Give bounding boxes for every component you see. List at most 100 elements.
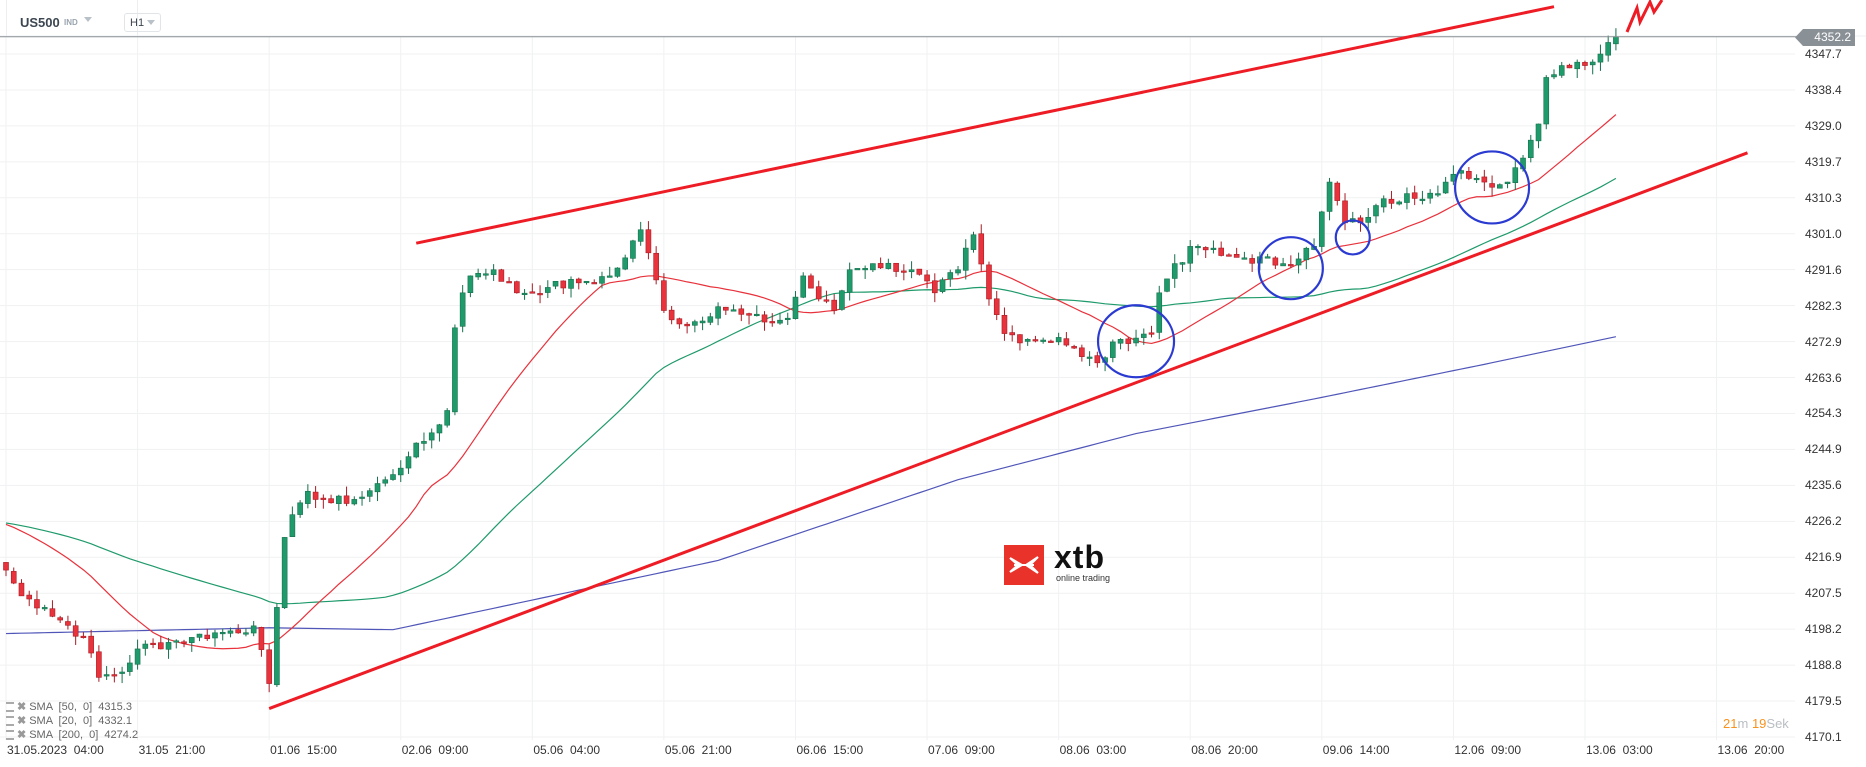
candle-down [1094,355,1101,364]
candle-down [1272,257,1279,266]
candle-up [405,456,412,469]
remove-icon[interactable]: ✖ [17,729,27,741]
symbol-dropdown-chevron-icon[interactable] [84,17,92,22]
candle-down [746,313,752,316]
candle-down [1202,247,1209,251]
candle-up [413,442,420,458]
candle-up [707,316,714,323]
candle-down [676,318,683,325]
candle-down [529,291,536,294]
candle-up [1187,246,1194,264]
candle-up [1303,247,1310,261]
candle-down [328,498,334,504]
chevron-down-icon [147,20,155,25]
candle-up [196,633,203,638]
timer-minutes-unit: m [1737,716,1749,731]
y-tick-label: 4188.8 [1805,658,1842,673]
candle-up [637,229,644,242]
candle-down [18,582,25,597]
candle-up [885,262,892,269]
candle-up [1171,263,1178,279]
timer-seconds-unit: Sek [1766,716,1789,731]
candle-up [359,496,365,499]
candle-up [127,662,133,672]
y-tick-label: 4272.9 [1805,334,1842,349]
x-tick-label: 13.06 03:00 [1585,743,1653,757]
candle-up [483,273,489,276]
timer-minutes: 21 [1723,716,1738,731]
candle-up [227,630,234,634]
candle-down [1233,254,1240,258]
indicator-legend-sma20[interactable]: ✖ SMA [20, 0] 4332.1 [6,714,132,727]
candle-down [158,642,164,650]
candle-up [1024,339,1031,342]
candle-down [1342,200,1348,224]
x-tick-label: 08.06 03:00 [1059,743,1127,757]
candle-up [1241,257,1248,260]
candle-down [1489,183,1495,188]
timeframe-select[interactable]: H1 [124,13,161,32]
y-tick-label: 4235.6 [1805,478,1842,493]
candle-down [1001,314,1008,334]
candle-up [119,671,125,674]
candle-up [1419,198,1426,201]
candle-up [622,257,629,270]
candle-down [661,280,667,311]
timeframe-value: H1 [130,17,145,29]
candle-up [41,607,48,610]
candle-up [839,290,845,310]
candle-down [978,233,985,265]
x-tick-label: 09.06 14:00 [1322,743,1390,757]
candle-down [901,270,907,273]
candle-countdown: 21m 19Sek [1723,716,1789,731]
candle-up [1164,278,1170,292]
x-tick-label: 02.06 09:00 [401,743,469,757]
candle-up [521,292,528,295]
y-tick-label: 4179.5 [1805,694,1842,709]
y-tick-label: 4310.3 [1805,190,1842,205]
candle-down [10,571,17,584]
candle-up [1427,192,1433,199]
candle-up [188,637,195,643]
settings-icon[interactable] [6,716,14,727]
candle-down [924,274,930,282]
candle-up [212,632,218,639]
candle-up [1512,167,1519,184]
candle-up [1086,356,1093,359]
settings-icon[interactable] [6,702,14,713]
candle-up [955,269,961,274]
candle-down [80,635,87,638]
candle-down [684,323,690,327]
indicator-label: SMA [50, 0] 4315.3 [29,701,132,713]
candle-down [96,651,102,678]
candle-down [72,625,79,637]
candle-up [142,643,149,649]
candle-up [614,267,621,277]
lower-trendline [268,151,1749,710]
instrument-type: IND [64,18,78,27]
remove-icon[interactable]: ✖ [17,715,27,727]
candle-down [514,281,520,294]
candle-up [1319,211,1325,247]
x-tick-label: 31.05 21:00 [138,743,206,757]
candle-up [351,499,358,505]
candle-up [908,269,915,273]
candle-up [730,309,737,312]
y-tick-label: 4282.3 [1805,298,1842,313]
indicator-label: SMA [20, 0] 4332.1 [29,715,132,727]
settings-icon[interactable] [6,730,14,741]
candle-down [57,617,63,621]
candle-up [1210,247,1217,250]
candle-down [111,674,118,677]
candle-up [219,632,226,635]
symbol-label[interactable]: US500 [20,15,60,30]
remove-icon[interactable]: ✖ [17,701,27,713]
y-tick-label: 4244.9 [1805,442,1842,457]
indicator-legend-sma200[interactable]: ✖ SMA [200, 0] 4274.2 [6,728,138,741]
indicator-legend-sma50[interactable]: ✖ SMA [50, 0] 4315.3 [6,700,132,713]
logo-tagline: online trading [1056,573,1111,583]
candle-up [1597,53,1604,63]
candle-up [692,321,698,326]
highlight-circle [1096,304,1176,379]
